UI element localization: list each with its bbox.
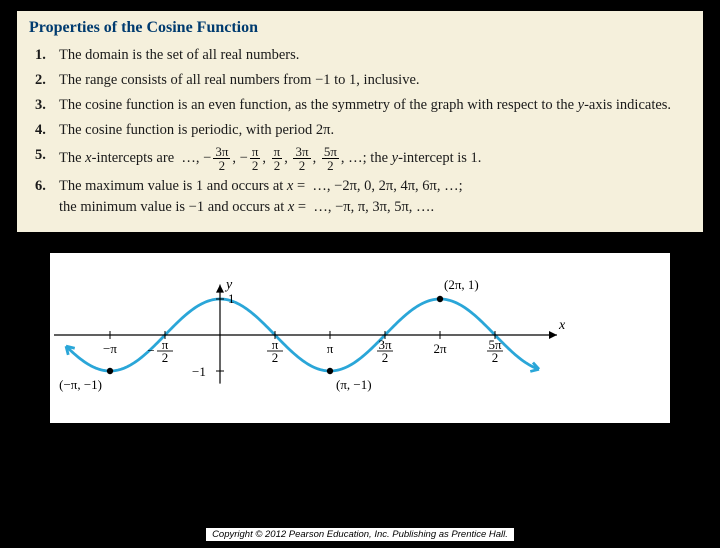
item-number: 1. — [35, 45, 55, 66]
svg-text:2π: 2π — [433, 341, 447, 356]
item-number: 6. — [35, 176, 55, 218]
svg-text:−1: −1 — [192, 364, 206, 379]
item-body: The maximum value is 1 and occurs at x =… — [59, 176, 691, 218]
cosine-graph: xy1−1−π−π2π2π3π22π5π2(−π, −1)(π, −1)(2π,… — [50, 253, 670, 423]
item-number: 2. — [35, 70, 55, 91]
property-item: 3.The cosine function is an even functio… — [35, 95, 691, 116]
svg-text:2: 2 — [492, 350, 499, 365]
svg-text:−π: −π — [103, 341, 117, 356]
property-item: 1.The domain is the set of all real numb… — [35, 45, 691, 66]
graph-svg: xy1−1−π−π2π2π3π22π5π2(−π, −1)(π, −1)(2π,… — [50, 253, 670, 423]
svg-text:x: x — [558, 318, 566, 333]
copyright-bar: Copyright © 2012 Pearson Education, Inc.… — [0, 524, 720, 542]
box-title: Properties of the Cosine Function — [29, 19, 691, 37]
svg-text:(−π, −1): (−π, −1) — [59, 377, 102, 392]
svg-text:1: 1 — [228, 291, 235, 306]
svg-text:π: π — [327, 341, 334, 356]
copyright-text: Copyright © 2012 Pearson Education, Inc.… — [206, 528, 514, 541]
item-number: 3. — [35, 95, 55, 116]
item-body: The range consists of all real numbers f… — [59, 70, 691, 91]
properties-list: 1.The domain is the set of all real numb… — [29, 45, 691, 218]
svg-text:(2π, 1): (2π, 1) — [444, 277, 479, 292]
property-item: 2.The range consists of all real numbers… — [35, 70, 691, 91]
property-item: 4.The cosine function is periodic, with … — [35, 120, 691, 141]
item-number: 4. — [35, 120, 55, 141]
svg-text:−: − — [147, 343, 154, 358]
svg-text:2: 2 — [272, 350, 279, 365]
svg-text:2: 2 — [162, 350, 169, 365]
svg-text:(π, −1): (π, −1) — [336, 377, 372, 392]
item-body: The x-intercepts are …, −3π2, −π2, π2, 3… — [59, 145, 691, 172]
property-item: 6.The maximum value is 1 and occurs at x… — [35, 176, 691, 218]
item-number: 5. — [35, 145, 55, 172]
item-body: The domain is the set of all real number… — [59, 45, 691, 66]
property-item: 5.The x-intercepts are …, −3π2, −π2, π2,… — [35, 145, 691, 172]
item-body: The cosine function is periodic, with pe… — [59, 120, 691, 141]
item-body: The cosine function is an even function,… — [59, 95, 691, 116]
svg-text:2: 2 — [382, 350, 389, 365]
properties-box: Properties of the Cosine Function 1.The … — [14, 8, 706, 235]
